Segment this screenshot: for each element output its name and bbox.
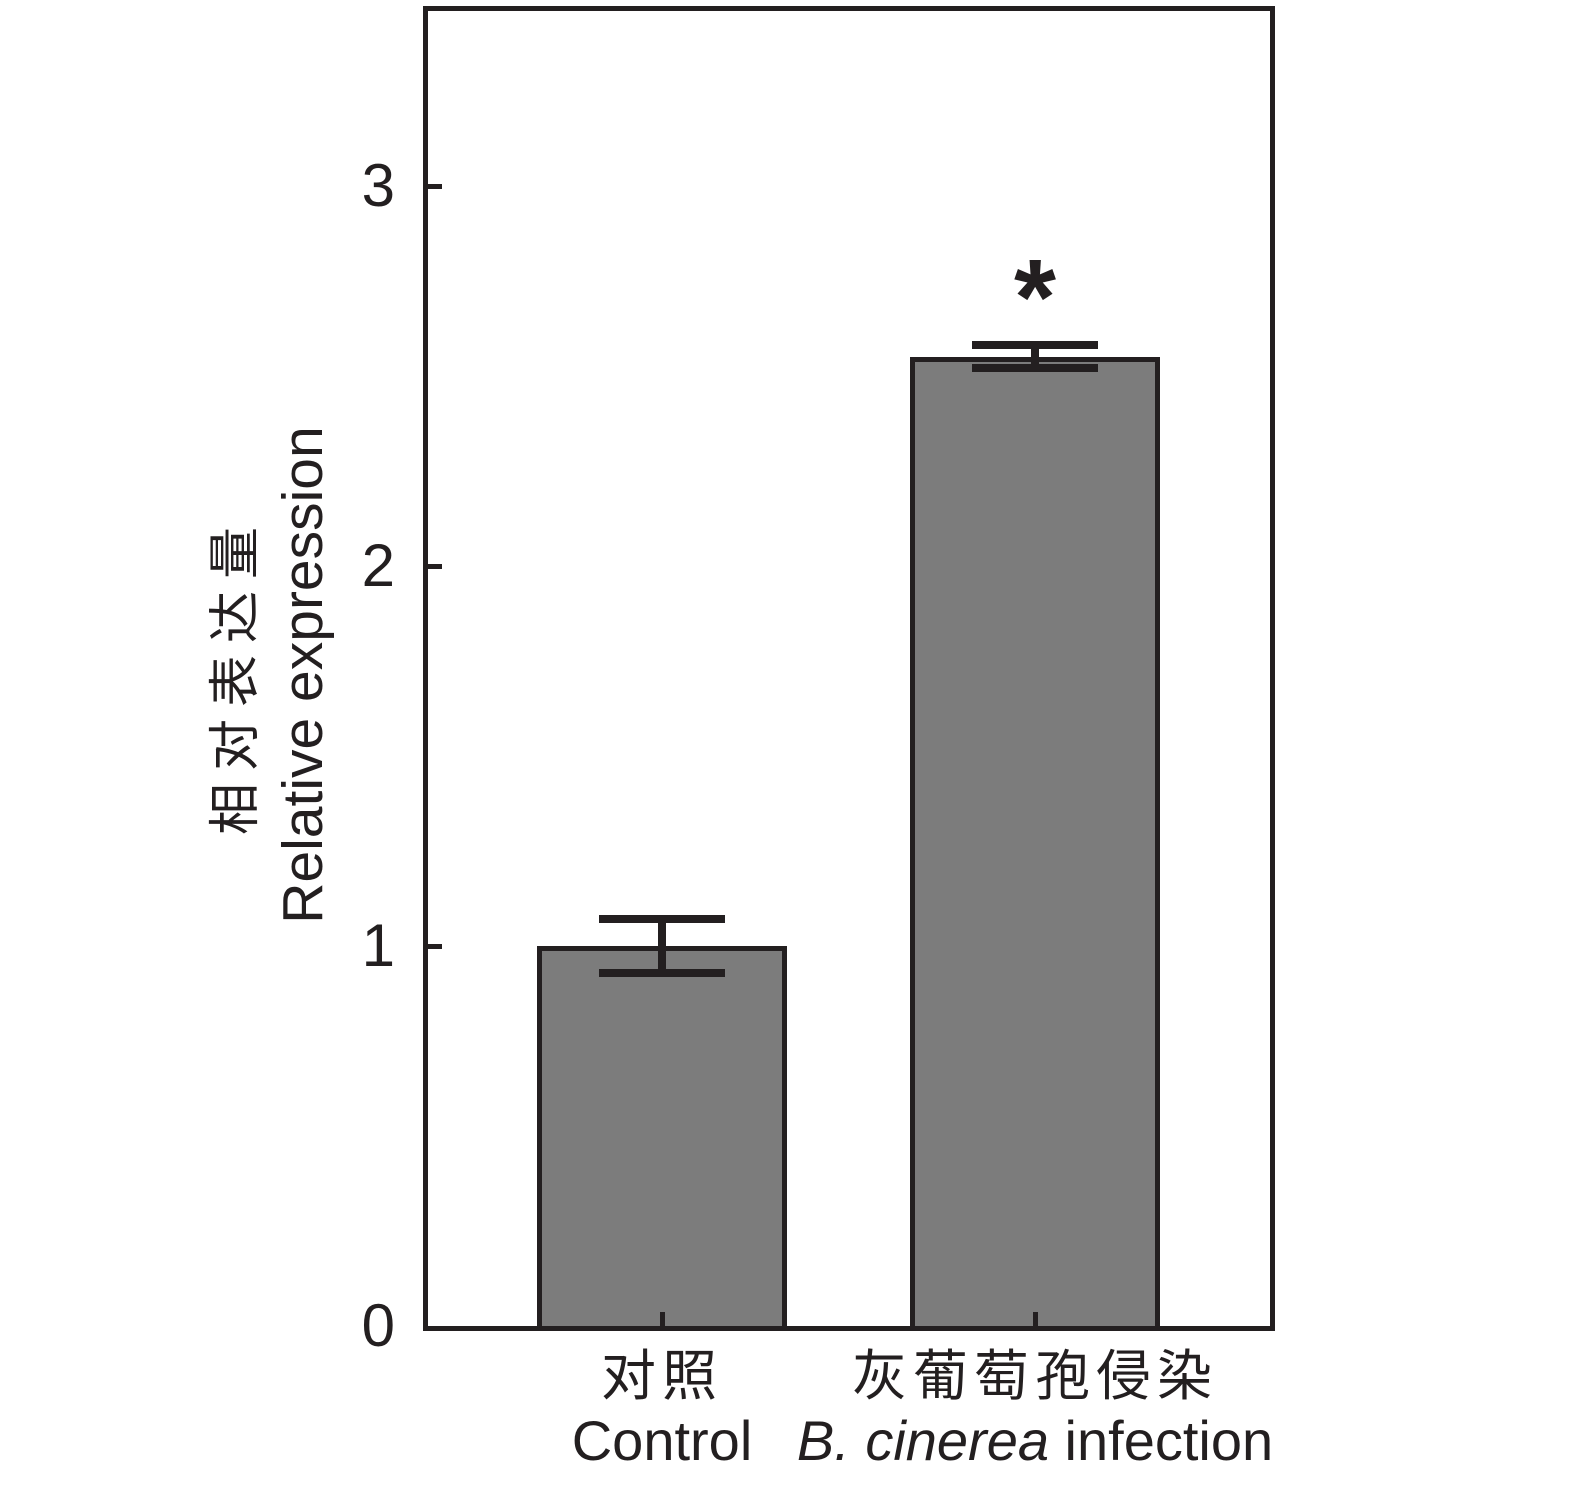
error-bar-cap-bottom-control [599,968,725,977]
y-tick-label-3: 3 [361,151,395,219]
bar-control [537,945,787,1326]
plot-area: * [423,6,1275,1331]
y-tick-label-0: 0 [361,1292,395,1359]
y-tick-label-2: 2 [361,531,395,599]
x-category-label-control: 对照 Control [312,1344,1012,1472]
x-tick-mark-infection [1033,1312,1038,1326]
error-bar-cap-top-control [599,915,725,924]
x-category-label-infection: 灰葡萄孢侵染 B. cinerea infection [685,1344,1385,1472]
error-bar-stem-infection [1031,341,1039,373]
x-category-label-infection-en: B. cinerea infection [685,1410,1385,1472]
error-bar-cap-top-infection [972,341,1098,350]
x-category-label-infection-en-italic: B. cinerea [796,1409,1049,1472]
y-tick-mark-2 [428,563,442,569]
error-bar-stem-control [658,915,666,977]
error-bar-cap-bottom-infection [972,364,1098,373]
x-category-label-control-en: Control [312,1410,1012,1472]
y-tick-mark-3 [428,183,442,189]
y-tick-label-1: 1 [361,911,395,979]
x-tick-mark-control [660,1312,665,1326]
bar-infection [910,356,1160,1326]
significance-asterisk: * [1013,236,1057,358]
x-category-label-control-en-regular: Control [571,1409,753,1472]
x-category-label-infection-en-regular: infection [1049,1409,1274,1472]
x-category-label-control-zh: 对照 [600,1346,723,1407]
y-tick-mark-1 [428,943,442,949]
y-axis-title-zh: 相对表达量 [208,515,265,836]
x-category-label-infection-zh: 灰葡萄孢侵染 [851,1346,1218,1407]
